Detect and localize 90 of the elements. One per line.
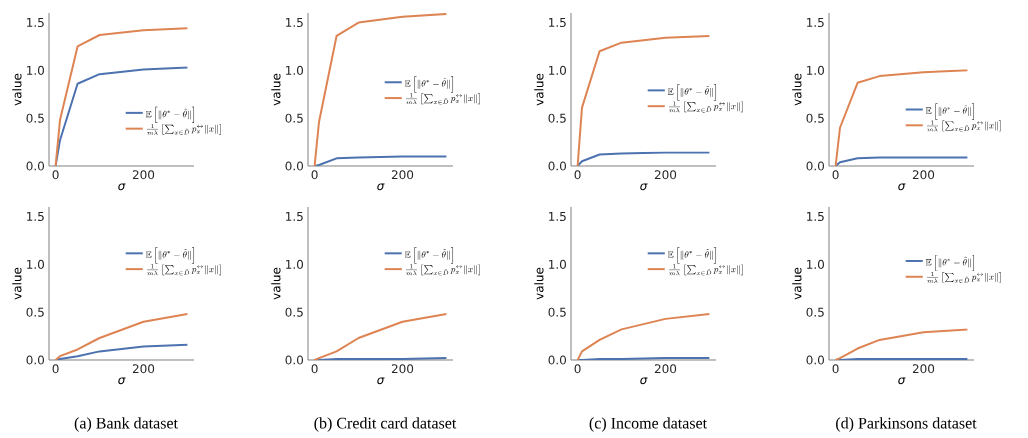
- legend-label: $\mathbb{E}\left[\|\theta^* - \tilde{\theta}\|\right]$: [667, 247, 717, 264]
- y-tick-label: 1.0: [549, 259, 567, 269]
- line-series: [313, 155, 448, 166]
- line-series: [576, 151, 711, 166]
- legend-label: $\mathbb{E}\left[\|\theta^* - \tilde{\theta}\|\right]$: [404, 76, 454, 93]
- x-tick-label: 200: [654, 170, 677, 180]
- line-series: [54, 313, 189, 360]
- legend-label: $\frac{1}{m\lambda}\left[\sum_{x\in\tilde{D}} p_x^{\leftrightarrow}\|x\|\right]$: [926, 272, 1001, 283]
- x-tick-label: 0: [311, 364, 318, 374]
- legend-label: $\frac{1}{m\lambda}\left[\sum_{x\in\tilde{D}} p_x^{\leftrightarrow}\|x\|\right]$: [405, 93, 480, 105]
- x-axis-title: σ: [377, 183, 385, 191]
- text: (a) Bank dataset: [74, 417, 178, 432]
- y-tick-label: 0.0: [26, 161, 45, 171]
- x-tick-label: 0: [311, 170, 318, 180]
- y-axis-title: value: [12, 73, 22, 106]
- y-tick-label: 1.5: [286, 18, 303, 28]
- y-tick-label: 1.5: [807, 212, 824, 222]
- y-tick-label: 1.0: [286, 259, 304, 269]
- y-tick-label: 0.0: [26, 355, 45, 365]
- legend-label: $\frac{1}{m\lambda}\left[\sum_{x\in\tilde{D}} p_x^{\leftrightarrow}\|x\|\right]$: [146, 123, 221, 135]
- x-axis-title: σ: [898, 183, 906, 191]
- x-axis-title: σ: [640, 183, 648, 191]
- x-tick-label: 0: [574, 170, 581, 180]
- x-tick-label: 200: [391, 170, 414, 180]
- text: (c) Income dataset: [589, 417, 707, 432]
- x-tick-label: 200: [654, 364, 677, 374]
- legend-label: $\frac{1}{m\lambda}\left[\sum_{x\in\tilde{D}} p_x^{\leftrightarrow}\|x\|\right]$: [668, 101, 743, 113]
- y-axis-title: value: [534, 267, 544, 300]
- legend-label: $\mathbb{E}\left[\|\theta^* - \tilde{\theta}\|\right]$: [145, 106, 195, 123]
- y-tick-label: 1.5: [807, 18, 824, 28]
- x-tick-label: 0: [52, 170, 59, 180]
- legend-label: $\mathbb{E}\left[\|\theta^* - \tilde{\theta}\|\right]$: [145, 247, 195, 264]
- y-axis-title: value: [271, 73, 281, 106]
- y-tick-label: 1.0: [549, 65, 567, 75]
- y-axis-title: value: [534, 73, 544, 106]
- x-axis-title: σ: [118, 377, 126, 385]
- x-axis-title: σ: [640, 377, 648, 385]
- legend-label: $\frac{1}{m\lambda}\left[\sum_{x\in\tilde{D}} p_x^{\leftrightarrow}\|x\|\right]$: [146, 264, 221, 276]
- y-tick-label: 1.0: [286, 65, 304, 75]
- y-tick-label: 1.0: [807, 259, 824, 269]
- line-series: [576, 313, 711, 360]
- y-tick-label: 0.5: [285, 307, 303, 317]
- legend-label: $\mathbb{E}\left[\|\theta^* - \tilde{\theta}\|\right]$: [404, 247, 454, 264]
- y-tick-label: 1.0: [27, 65, 45, 75]
- legend-label: $\mathbb{E}\left[\|\theta^* - \tilde{\theta}\|\right]$: [667, 84, 717, 101]
- y-axis-title: value: [792, 267, 802, 300]
- y-tick-label: 0.0: [548, 161, 567, 171]
- y-tick-label: 0.5: [548, 113, 566, 123]
- line-series: [313, 313, 448, 360]
- x-axis-title: σ: [898, 377, 906, 385]
- y-tick-label: 0.5: [806, 113, 824, 123]
- y-tick-label: 1.0: [807, 65, 824, 75]
- y-tick-label: 1.5: [549, 212, 566, 222]
- y-tick-label: 0.0: [806, 355, 824, 365]
- y-tick-label: 1.5: [549, 18, 566, 28]
- legend-label: $\mathbb{E}\left[\|\theta^* - \tilde{\theta}\|\right]$: [925, 103, 975, 120]
- y-axis-title: value: [12, 267, 22, 300]
- text: (d) Parkinsons dataset: [836, 417, 977, 432]
- x-axis-title: σ: [118, 183, 126, 191]
- x-tick-label: 0: [832, 364, 839, 374]
- y-tick-label: 1.0: [27, 259, 45, 269]
- y-tick-label: 0.0: [548, 355, 567, 365]
- x-tick-label: 0: [52, 364, 59, 374]
- x-tick-label: 0: [574, 364, 581, 374]
- legend-label: $\frac{1}{m\lambda}\left[\sum_{x\in\tilde{D}} p_x^{\leftrightarrow}\|x\|\right]$: [668, 264, 743, 276]
- y-tick-label: 0.5: [26, 307, 44, 317]
- x-axis-title: σ: [377, 377, 385, 385]
- line-series: [834, 328, 969, 360]
- y-tick-label: 1.5: [27, 212, 44, 222]
- y-tick-label: 1.5: [27, 18, 44, 28]
- y-tick-label: 0.0: [806, 161, 824, 171]
- x-tick-label: 200: [132, 364, 155, 374]
- legend-label: $\frac{1}{m\lambda}\left[\sum_{x\in\tilde{D}} p_x^{\leftrightarrow}\|x\|\right]$: [926, 120, 1001, 132]
- y-axis-title: value: [271, 267, 281, 300]
- x-tick-label: 200: [912, 170, 935, 180]
- y-tick-label: 0.0: [285, 161, 304, 171]
- x-tick-label: 200: [132, 170, 155, 180]
- y-tick-label: 1.5: [286, 212, 303, 222]
- y-tick-label: 0.5: [548, 307, 566, 317]
- legend-label: $\mathbb{E}\left[\|\theta^* - \tilde{\theta}\|\right]$: [925, 254, 975, 272]
- x-tick-label: 200: [912, 364, 935, 374]
- y-tick-label: 0.5: [26, 113, 44, 123]
- y-tick-label: 0.5: [806, 307, 824, 317]
- y-tick-label: 0.0: [285, 355, 304, 365]
- text: (b) Credit card dataset: [314, 417, 457, 432]
- legend-label: $\frac{1}{m\lambda}\left[\sum_{x\in\tilde{D}} p_x^{\leftrightarrow}\|x\|\right]$: [405, 264, 480, 276]
- x-tick-label: 200: [391, 364, 414, 374]
- y-axis-title: value: [792, 73, 802, 106]
- y-tick-label: 0.5: [285, 113, 303, 123]
- x-tick-label: 0: [832, 170, 839, 180]
